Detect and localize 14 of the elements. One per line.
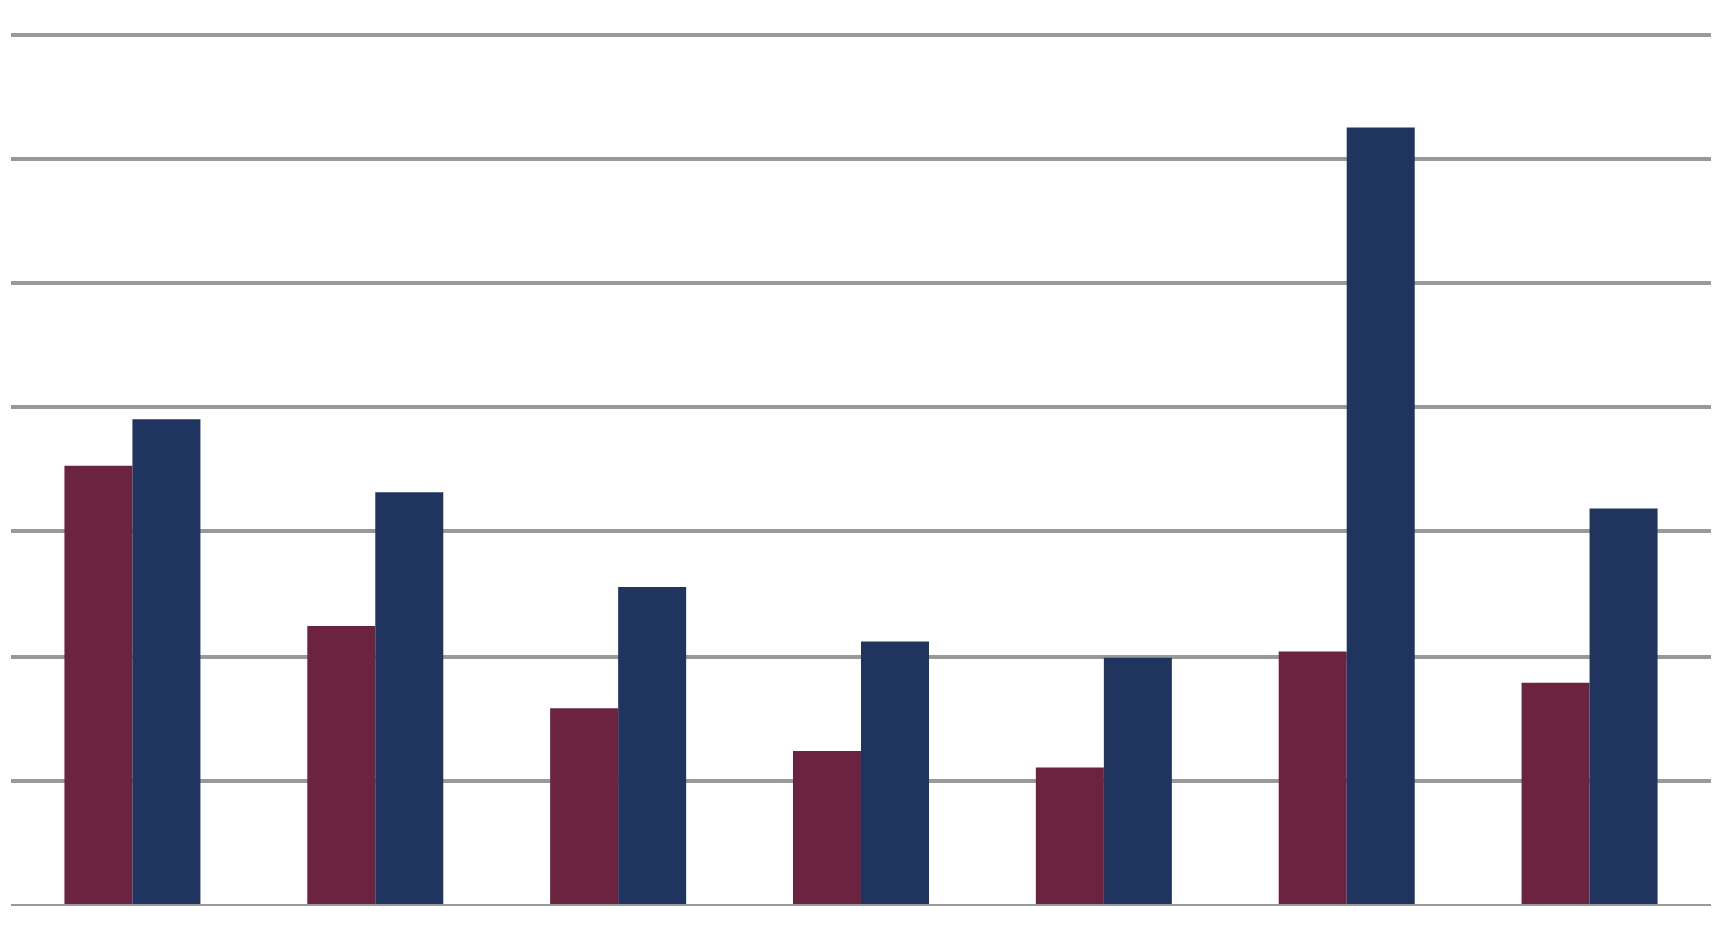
bar bbox=[375, 492, 444, 905]
bar bbox=[64, 465, 133, 905]
bar bbox=[1035, 767, 1104, 905]
bar bbox=[1278, 651, 1347, 905]
bar bbox=[1521, 682, 1590, 905]
bar bbox=[307, 625, 376, 905]
bar bbox=[1346, 127, 1415, 905]
bar bbox=[132, 419, 201, 905]
bar bbox=[1103, 657, 1172, 905]
bar bbox=[1589, 508, 1658, 905]
bar bbox=[550, 708, 619, 905]
bar bbox=[618, 587, 687, 905]
bar bbox=[861, 641, 929, 905]
bar bbox=[793, 751, 861, 905]
